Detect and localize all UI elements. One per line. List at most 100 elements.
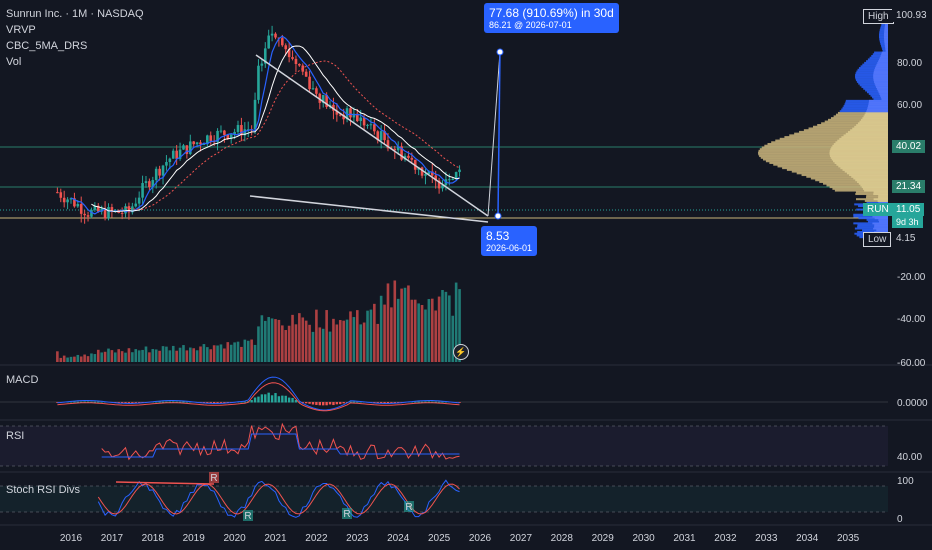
vp-bar (760, 156, 888, 159)
volume-bar (301, 317, 305, 362)
vp-bar (845, 99, 888, 102)
vp-bar-inner (884, 29, 888, 32)
candle-body (342, 114, 345, 120)
projection-target-point[interactable] (496, 48, 504, 56)
stoch-d-line (97, 483, 460, 515)
vp-bar (854, 227, 888, 230)
volume-bar (185, 350, 189, 362)
candle-body (56, 192, 59, 194)
macd-hist-bar (260, 394, 264, 403)
macd-hist-bar (175, 401, 178, 403)
macd-hist-bar (226, 402, 229, 403)
projection-line[interactable] (497, 51, 501, 217)
vp-bar (794, 132, 888, 135)
volume-bar (417, 303, 420, 362)
low-value: 4.15 (892, 232, 920, 245)
vp-bar-inner (881, 51, 888, 54)
volume-bar (216, 345, 219, 362)
volume-bar (270, 318, 274, 362)
volume-bar (161, 346, 165, 362)
volume-bar (407, 285, 410, 362)
vp-bar-inner (838, 165, 888, 168)
candle-body (96, 205, 100, 212)
vp-bar (879, 41, 888, 44)
projection-callout[interactable]: 77.68 (910.69%) in 30d 86.21 @ 2026-07-0… (484, 3, 619, 33)
volume-bar (287, 325, 291, 362)
rsi-pane-label[interactable]: RSI (6, 430, 25, 442)
vp-bar (786, 168, 888, 171)
volume-bar (62, 355, 66, 362)
stoch-pane-label[interactable]: Stoch RSI Divs (6, 484, 80, 496)
vp-bar (761, 146, 888, 149)
volume-bar (73, 356, 76, 362)
volume-bar (332, 318, 335, 362)
candle-body (86, 215, 90, 217)
macd-hist-bar (356, 401, 359, 403)
indicator-cbc[interactable]: CBC_5MA_DRS (6, 40, 88, 52)
volume-bar (379, 295, 383, 362)
rsi-lines (101, 422, 460, 461)
vp-bar-inner (872, 222, 888, 225)
volume-bar (66, 357, 69, 362)
candle-body (229, 134, 233, 139)
vp-bar-inner (856, 124, 888, 127)
vp-bar-inner (874, 67, 888, 70)
vp-bar-inner (874, 217, 888, 220)
macd-hist-bar (352, 401, 356, 403)
volume-bar (393, 280, 397, 362)
volume-bar (277, 319, 281, 362)
candle-body (386, 140, 390, 149)
vp-bar-inner (884, 42, 888, 45)
indicator-vol[interactable]: Vol (6, 56, 22, 68)
macd-hist-bar (86, 401, 90, 403)
candle-body (359, 117, 363, 122)
candle-body (420, 167, 424, 176)
volume-bar (134, 349, 138, 362)
price-scale-ticks[interactable]: 80.00 60.00 -20.00 -40.00 -60.00 (897, 58, 926, 369)
macd-hist-bar (393, 402, 396, 403)
indicator-vrvp[interactable]: VRVP (6, 24, 36, 36)
volume-bar (165, 346, 168, 362)
vp-bar (864, 61, 888, 64)
candle-body (165, 162, 168, 166)
candle-body (69, 198, 73, 200)
wedge-upper-line[interactable] (255, 54, 489, 217)
vp-bar (810, 177, 888, 180)
lightning-icon[interactable]: ⚡ (453, 344, 469, 360)
volume-bar (226, 342, 230, 362)
volume-bar (304, 320, 308, 362)
macd-hist-bar (202, 402, 206, 403)
volume-bar (124, 352, 127, 362)
macd-pane-label[interactable]: MACD (6, 374, 39, 386)
volume-bar (188, 347, 192, 362)
vp-bar (882, 49, 888, 52)
time-axis[interactable]: 2016 2017 2018 2019 2020 2021 2022 2023 2024 2025… (60, 533, 860, 544)
volume-bar (298, 313, 301, 362)
vp-bar-inner (831, 158, 888, 161)
candle-body (315, 88, 318, 94)
volume-bar (284, 330, 288, 362)
vp-bar-inner (884, 41, 888, 44)
vp-bar (855, 77, 888, 80)
vp-bar-inner (873, 198, 888, 201)
candle-body (267, 35, 270, 49)
candle-body (393, 148, 397, 151)
symbol-title[interactable]: Sunrun Inc. · 1M · NASDAQ (6, 8, 144, 20)
vp-bar-inner (877, 199, 888, 202)
macd-hist-bar (165, 401, 168, 403)
vp-bar (865, 196, 888, 199)
vp-bar-inner (883, 36, 888, 39)
volume-bar (267, 317, 270, 362)
candle-body (168, 158, 172, 163)
volume-bar (400, 288, 403, 362)
start-callout[interactable]: 8.53 2026-06-01 (481, 226, 538, 256)
wedge-lower-line[interactable] (249, 195, 489, 223)
vp-bar-inner (834, 161, 888, 164)
volume-bar (243, 339, 247, 362)
time-tick: 2035 (837, 533, 860, 544)
volume-bar (373, 303, 376, 362)
projection-start-point[interactable] (494, 212, 502, 220)
vp-bar (862, 63, 888, 66)
